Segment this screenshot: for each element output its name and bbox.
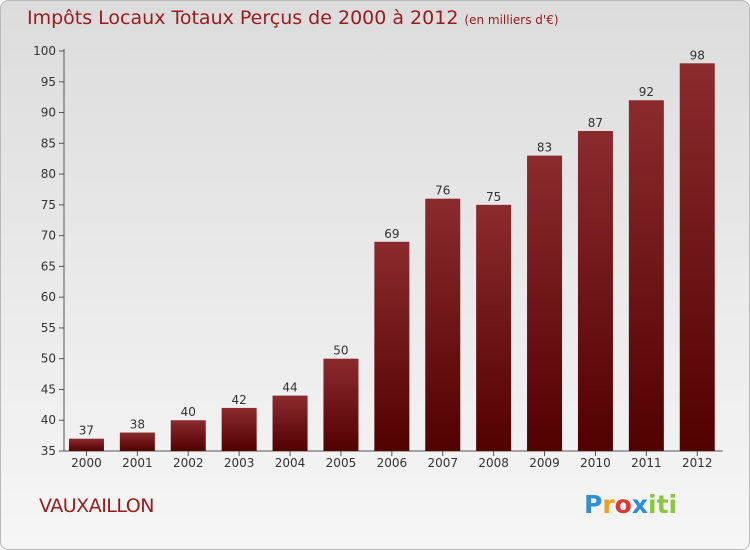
data-label-2003: 42: [232, 393, 247, 407]
proxiti-logo: Proxiti: [584, 490, 678, 519]
x-tick-label-2006: 2006: [377, 456, 408, 470]
bar-2012: [679, 63, 715, 452]
x-tick-label-2011: 2011: [631, 456, 662, 470]
x-tick-label-2012: 2012: [682, 456, 713, 470]
y-tick-label: 75: [41, 198, 56, 212]
y-tick-label: 65: [41, 259, 56, 273]
data-label-2002: 40: [181, 405, 196, 419]
data-label-2008: 75: [486, 190, 501, 204]
y-axis: 35 40 45 50 55 60 65 70 75 80 85 90 95 100: [33, 44, 65, 458]
x-tick-label-2000: 2000: [71, 456, 102, 470]
bars-group: [68, 63, 715, 452]
bar-2005: [323, 358, 359, 451]
y-tick-label: 95: [41, 75, 56, 89]
y-tick-label: 100: [33, 44, 56, 58]
bar-2002: [170, 420, 206, 451]
y-tick-label: 80: [41, 167, 56, 181]
town-name: VAUXAILLON: [39, 495, 154, 517]
bar-2006: [374, 241, 410, 451]
bar-2007: [425, 198, 461, 451]
x-tick-label-2003: 2003: [224, 456, 255, 470]
y-tick-label: 85: [41, 136, 56, 150]
bar-2000: [68, 438, 104, 451]
bar-2011: [628, 100, 664, 451]
x-tick-label-2010: 2010: [580, 456, 611, 470]
bar-2003: [221, 407, 257, 451]
data-label-2012: 98: [690, 48, 705, 62]
data-label-2009: 83: [537, 141, 552, 155]
data-label-2010: 87: [588, 116, 603, 130]
y-tick-label: 40: [41, 413, 56, 427]
x-tick-label-2007: 2007: [427, 456, 458, 470]
y-tick-label: 45: [41, 382, 56, 396]
x-tick-label-2005: 2005: [326, 456, 357, 470]
data-label-2005: 50: [333, 344, 348, 358]
chart-title-text: Impôts Locaux Totaux Perçus de 2000 à 20…: [27, 7, 459, 29]
y-tick-label: 90: [41, 106, 56, 120]
x-tick-label-2001: 2001: [122, 456, 153, 470]
bar-2010: [577, 131, 613, 451]
y-tick-label: 60: [41, 290, 56, 304]
bar-2009: [527, 155, 563, 451]
data-labels-group: 37 38 40 42 44 50 69 76 75 83 87 92 98: [79, 48, 705, 437]
data-label-2000: 37: [79, 424, 94, 438]
data-label-2004: 44: [282, 381, 297, 395]
x-tick-label-2008: 2008: [478, 456, 509, 470]
data-label-2001: 38: [130, 418, 145, 432]
y-tick-label: 55: [41, 321, 56, 335]
chart-title: Impôts Locaux Totaux Perçus de 2000 à 20…: [27, 7, 559, 29]
data-label-2006: 69: [384, 227, 399, 241]
bar-2004: [272, 395, 308, 451]
y-tick-label: 70: [41, 229, 56, 243]
x-axis: 2000 2001 2002 2003 2004 2005 2006 2007 2008 2009…: [61, 450, 723, 470]
y-tick-label: 50: [41, 352, 56, 366]
bar-2001: [119, 432, 155, 451]
chart-unit-note: (en milliers d'€): [464, 13, 559, 27]
x-tick-label-2009: 2009: [529, 456, 560, 470]
x-tick-label-2002: 2002: [173, 456, 204, 470]
x-tick-label-2004: 2004: [275, 456, 306, 470]
y-tick-label: 35: [41, 444, 56, 458]
data-label-2011: 92: [639, 85, 654, 99]
data-label-2007: 76: [435, 184, 450, 198]
bar-2008: [476, 204, 512, 451]
